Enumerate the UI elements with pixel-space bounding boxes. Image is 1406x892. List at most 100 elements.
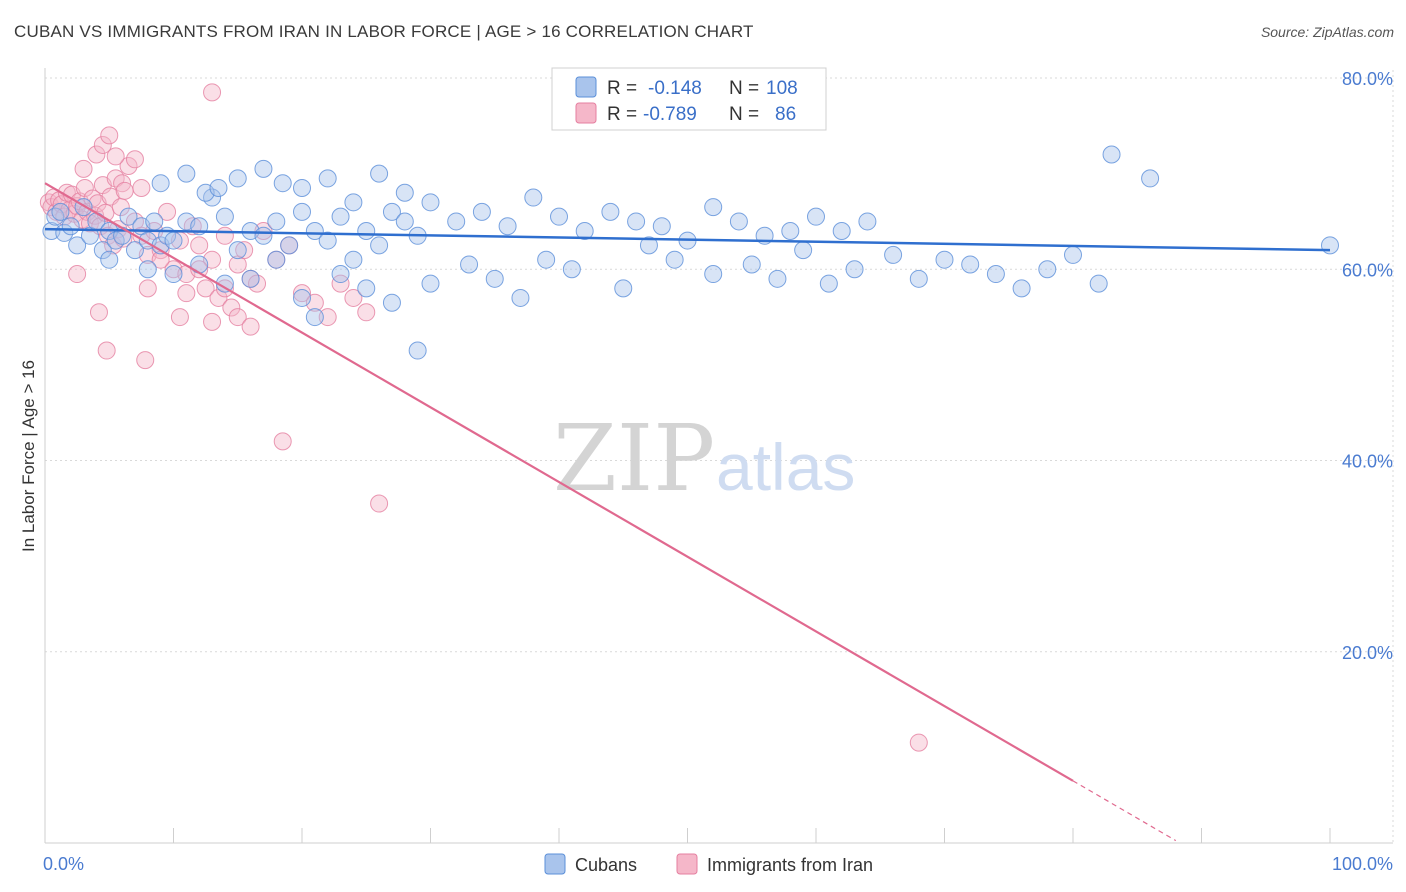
- iran-point: [318, 308, 337, 327]
- cuban-point: [639, 236, 658, 255]
- cuban-point: [305, 222, 324, 240]
- iran-point: [254, 222, 273, 240]
- legend-r-value-cubans: -0.148: [648, 78, 702, 99]
- cuban-point: [125, 241, 144, 260]
- legend-r-label: R =: [607, 104, 637, 125]
- cuban-point: [344, 193, 363, 212]
- iran-point: [136, 351, 155, 370]
- iran-point: [158, 202, 177, 221]
- cuban-point: [293, 178, 311, 197]
- cuban-point: [318, 169, 337, 188]
- cuban-point: [498, 217, 517, 236]
- x-tick-labels: 0.0% 100.0%: [43, 854, 1393, 874]
- cuban-point: [961, 255, 980, 274]
- cuban-point: [832, 222, 851, 240]
- cuban-point: [858, 212, 877, 231]
- cuban-point: [421, 193, 440, 212]
- iran-point: [331, 274, 350, 293]
- x-tick-label: 0.0%: [43, 854, 84, 874]
- cuban-point: [331, 265, 350, 284]
- cuban-point: [1064, 245, 1082, 264]
- cuban-point: [485, 269, 504, 288]
- cuban-point: [273, 174, 292, 193]
- cuban-point: [68, 236, 87, 255]
- cuban-point: [1038, 260, 1057, 279]
- iran-point: [344, 288, 363, 307]
- cuban-point: [909, 269, 928, 288]
- iran-point: [74, 159, 93, 178]
- legend-swatch-cubans: [575, 76, 597, 98]
- cuban-point: [51, 202, 70, 221]
- iran-point: [273, 432, 292, 451]
- iran-point: [89, 303, 108, 322]
- cuban-point: [254, 226, 273, 245]
- cuban-point: [1321, 236, 1339, 255]
- iran-point: [115, 181, 134, 200]
- iran-point: [97, 341, 116, 360]
- axes: [44, 68, 1393, 844]
- watermark-atlas: atlas: [716, 430, 855, 504]
- cuban-point: [408, 341, 427, 360]
- cuban-point: [627, 212, 646, 231]
- iran-point: [196, 279, 215, 298]
- cuban-point: [447, 212, 466, 231]
- y-tick-labels: 20.0% 40.0% 60.0% 80.0%: [1342, 69, 1393, 663]
- cuban-point: [819, 274, 838, 293]
- series-iran-points: [39, 83, 928, 752]
- cuban-point: [138, 260, 157, 279]
- series-cubans-points: [42, 145, 1339, 360]
- cuban-point: [293, 288, 311, 307]
- cuban-point: [1089, 274, 1108, 293]
- cuban-point: [209, 178, 228, 197]
- cuban-point: [177, 164, 196, 183]
- iran-point: [93, 135, 112, 154]
- watermark-zip: ZIP: [553, 405, 715, 512]
- y-tick-label: 20.0%: [1342, 643, 1393, 663]
- cuban-point: [100, 250, 119, 269]
- cuban-point: [460, 255, 479, 274]
- legend-r-value-iran: -0.789: [643, 104, 697, 125]
- y-tick-label: 40.0%: [1342, 452, 1393, 472]
- cuban-point: [267, 212, 286, 231]
- cuban-point: [794, 241, 813, 260]
- legend-n-value-cubans: 108: [766, 78, 798, 99]
- bottom-legend-swatch-iran: [676, 853, 698, 875]
- cuban-point: [46, 207, 65, 226]
- iran-point: [125, 150, 144, 169]
- iran-point: [228, 308, 247, 327]
- iran-point: [190, 236, 209, 255]
- cuban-point: [742, 255, 761, 274]
- iran-point: [241, 317, 260, 336]
- iran-point: [138, 279, 157, 298]
- cuban-point: [704, 198, 723, 217]
- iran-point: [87, 145, 106, 164]
- bottom-legend: Cubans Immigrants from Iran: [544, 853, 873, 875]
- cuban-point: [935, 250, 954, 269]
- cuban-point: [119, 207, 138, 226]
- cuban-point: [370, 164, 389, 183]
- cuban-point: [421, 274, 440, 293]
- cuban-point: [1012, 279, 1031, 298]
- iran-point: [293, 284, 311, 303]
- iran-point: [100, 126, 119, 145]
- iran-point: [357, 303, 376, 322]
- cuban-point: [241, 269, 260, 288]
- cuban-point: [704, 265, 723, 284]
- cuban-point: [395, 183, 414, 202]
- cuban-point: [1141, 169, 1160, 188]
- cuban-point: [845, 260, 864, 279]
- iran-point: [75, 178, 94, 197]
- iran-point: [203, 83, 222, 102]
- iran-point: [203, 312, 222, 331]
- cuban-point: [537, 250, 556, 269]
- iran-point: [106, 147, 125, 166]
- cuban-point: [164, 231, 183, 250]
- grid-lines: [45, 70, 1394, 843]
- cuban-point: [729, 212, 748, 231]
- cuban-point: [164, 265, 183, 284]
- iran-point: [222, 298, 241, 317]
- cuban-point: [331, 207, 350, 226]
- bottom-legend-cubans: Cubans: [575, 855, 637, 875]
- cuban-point: [228, 241, 247, 260]
- cuban-point: [305, 308, 324, 327]
